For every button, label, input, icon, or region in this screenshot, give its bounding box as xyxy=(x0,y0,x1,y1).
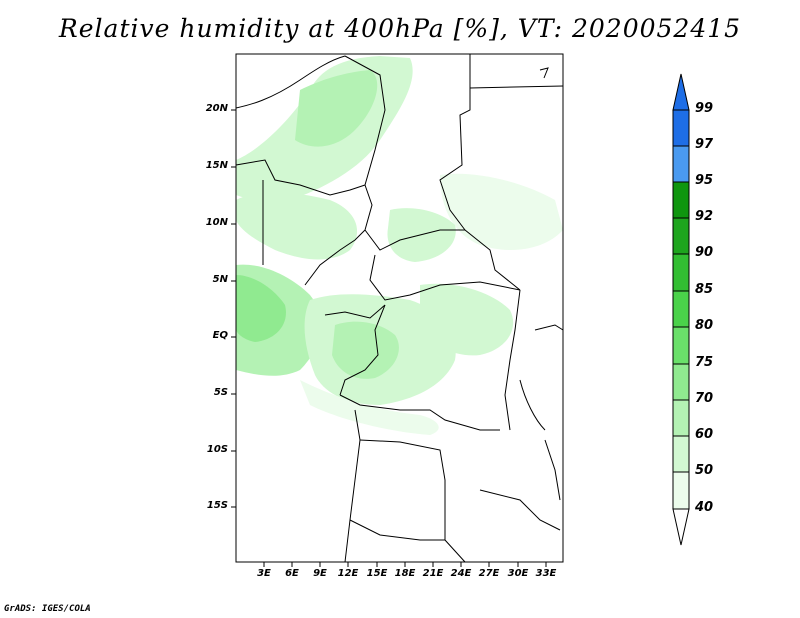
lat-label: 15N xyxy=(205,160,228,171)
lon-label: 18E xyxy=(394,568,416,579)
map-frame xyxy=(235,53,564,563)
colorbar-seg-40-50 xyxy=(672,471,690,510)
colorbar-label: 85 xyxy=(695,282,714,297)
colorbar-label: 90 xyxy=(695,245,714,260)
lake-tanganyika xyxy=(519,379,546,431)
lat-label: 10S xyxy=(206,444,228,455)
border-congo-drc xyxy=(339,304,386,396)
colorbar-label: 97 xyxy=(695,137,714,152)
colorbar-label: 95 xyxy=(695,173,714,188)
lon-ticks xyxy=(263,562,547,567)
border-uganda-kenya xyxy=(534,324,564,331)
lon-label: 30E xyxy=(507,568,529,579)
border-chad-sudan xyxy=(439,54,471,231)
lat-label: 10N xyxy=(205,217,228,228)
lon-label: 6E xyxy=(285,568,299,579)
lon-label: 24E xyxy=(450,568,472,579)
border-drc-angola xyxy=(339,394,500,431)
lon-label: 33E xyxy=(535,568,557,579)
humid-patch-west xyxy=(236,192,358,260)
humid-patch-congo-core xyxy=(332,321,399,379)
humid-patch-south xyxy=(300,380,439,435)
colorbar-label: 60 xyxy=(695,427,714,442)
border-zambia-south xyxy=(479,489,561,531)
colorbar-label: 75 xyxy=(695,355,714,370)
lon-label: 21E xyxy=(422,568,444,579)
lon-label: 12E xyxy=(337,568,359,579)
lake-malawi xyxy=(544,439,561,501)
lon-label: 3E xyxy=(257,568,271,579)
colorbar-seg-50-60 xyxy=(672,435,690,473)
border-car-chad-sudan xyxy=(364,229,521,291)
colorbar-label: 80 xyxy=(695,318,714,333)
humid-patch-sudan xyxy=(440,173,563,250)
country-borders xyxy=(235,54,564,563)
border-angola-namibia xyxy=(349,519,445,541)
colorbar-seg-60-70 xyxy=(672,399,690,437)
colorbar-seg-95-97 xyxy=(672,145,690,183)
colorbar-bottom-arrow xyxy=(672,508,690,546)
colorbar-label: 50 xyxy=(695,463,714,478)
lat-label: 20N xyxy=(205,103,228,114)
colorbar-label: 92 xyxy=(695,209,714,224)
colorbar xyxy=(672,73,690,546)
lat-ticks xyxy=(231,109,236,508)
nile-delta-coast xyxy=(539,67,549,79)
lon-label: 9E xyxy=(313,568,327,579)
lon-label: 15E xyxy=(366,568,388,579)
colorbar-top-arrow xyxy=(672,73,690,111)
coast-angola xyxy=(344,409,361,563)
border-mali-niger-nigeria xyxy=(235,159,366,196)
colorbar-label: 40 xyxy=(695,500,714,515)
lat-label: 15S xyxy=(206,500,228,511)
border-drc-east xyxy=(504,289,521,431)
border-gabon-congo xyxy=(324,304,386,319)
colorbar-seg-70-75 xyxy=(672,363,690,401)
colorbar-label: 99 xyxy=(695,101,714,116)
humid-patch-gulf-core xyxy=(236,275,286,342)
humid-patch-north-core xyxy=(295,70,378,147)
lat-label: 5S xyxy=(213,387,228,398)
border-car-drc xyxy=(369,254,521,301)
colorbar-seg-90-92 xyxy=(672,217,690,255)
colorbar-label: 70 xyxy=(695,391,714,406)
lon-label: 27E xyxy=(478,568,500,579)
colorbar-seg-85-90 xyxy=(672,253,690,292)
footer-credit: GrADS: IGES/COLA xyxy=(4,604,91,614)
colorbar-seg-92-95 xyxy=(672,181,690,219)
humid-patch-east xyxy=(420,283,514,356)
humidity-shading xyxy=(236,56,563,435)
chart-title: Relative humidity at 400hPa [%], VT: 202… xyxy=(58,14,742,43)
lat-label: EQ xyxy=(212,330,228,341)
lat-label: 5N xyxy=(212,274,228,285)
colorbar-seg-97-99 xyxy=(672,109,690,147)
border-angola-zambia xyxy=(359,439,466,563)
border-egypt-sudan xyxy=(469,85,564,89)
border-niger-chad xyxy=(344,55,386,231)
colorbar-seg-75-80 xyxy=(672,326,690,365)
colorbar-seg-80-85 xyxy=(672,290,690,328)
border-nigeria-cameroon xyxy=(304,229,366,286)
border-algeria-niger xyxy=(235,55,346,109)
